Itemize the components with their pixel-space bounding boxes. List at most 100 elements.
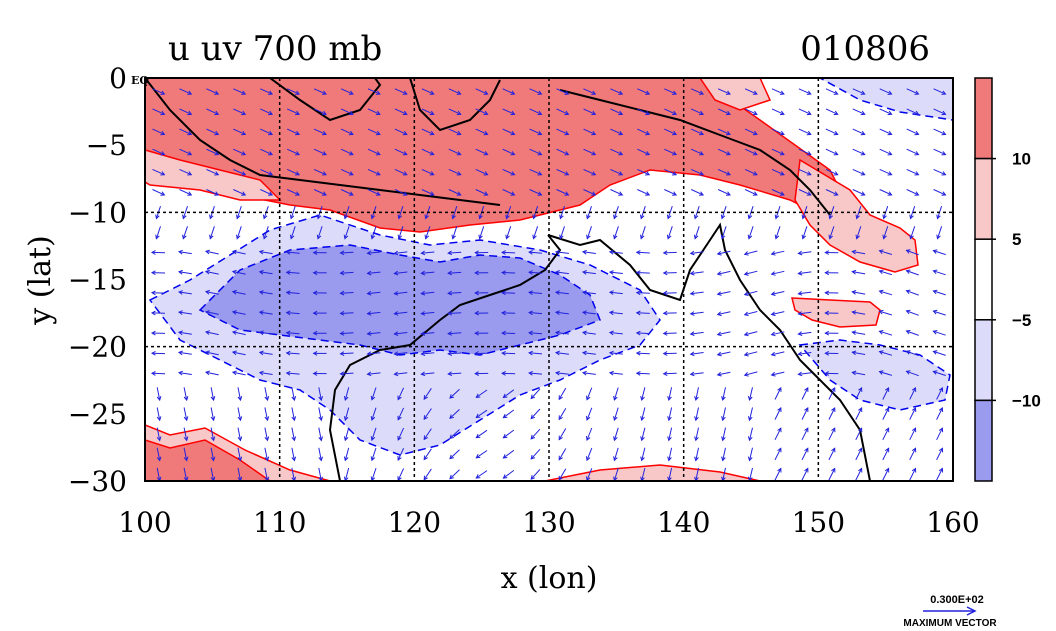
wind-vector-head <box>885 407 890 413</box>
wind-vector-head <box>828 234 834 240</box>
wind-vector-head <box>502 433 508 439</box>
wind-vector-head <box>295 151 301 156</box>
wind-vector-head <box>831 407 836 413</box>
wind-vector-head <box>295 191 301 196</box>
wind-vector-head <box>936 234 941 240</box>
wind-vector-head <box>716 271 722 276</box>
wind-vector-head <box>716 251 722 256</box>
wind-vector-head <box>204 249 210 255</box>
wind-vector-head <box>833 171 839 176</box>
wind-vector <box>371 447 377 461</box>
wind-vector-head <box>291 456 297 462</box>
wind-vector-head <box>483 110 489 116</box>
wind-vector-head <box>554 310 560 316</box>
wind-vector-head <box>618 90 624 95</box>
wind-vector <box>610 88 623 95</box>
wind-vector-head <box>770 331 776 337</box>
wind-vector-head <box>689 331 695 336</box>
wind-vector-head <box>321 191 327 196</box>
wind-vector <box>906 168 919 176</box>
wind-vector-head <box>501 350 506 356</box>
wind-vector-head <box>150 330 156 336</box>
wind-vector <box>852 351 866 355</box>
wind-vector <box>852 271 866 275</box>
wind-vector-head <box>699 90 705 95</box>
positive-fringe-ne <box>699 78 772 111</box>
wind-vector <box>690 168 704 176</box>
wind-vector-head <box>505 234 510 240</box>
wind-vector-head <box>613 456 618 462</box>
wind-vector <box>367 108 381 115</box>
wind-vector <box>152 148 165 156</box>
wind-vector-head <box>887 110 893 116</box>
wind-vector-head <box>833 191 839 196</box>
wind-vector-head <box>285 270 291 275</box>
wind-vector <box>260 128 273 135</box>
wind-vector-head <box>613 234 618 240</box>
wind-vector-head <box>321 130 327 136</box>
wind-vector <box>933 148 946 156</box>
wind-vector <box>690 331 704 335</box>
wind-vector-head <box>932 370 938 375</box>
wind-vector <box>558 448 567 460</box>
wind-vector <box>367 251 381 254</box>
wind-vector-head <box>339 270 345 276</box>
wind-vector <box>774 448 782 461</box>
wind-vector <box>829 226 835 239</box>
wind-vector <box>828 407 836 420</box>
wind-vector <box>421 271 435 274</box>
wind-vector-head <box>581 370 587 376</box>
wind-vector <box>236 226 242 239</box>
wind-vector <box>313 108 327 115</box>
wind-vector-head <box>393 311 399 316</box>
wind-vector <box>529 128 542 135</box>
wind-vector <box>664 168 677 176</box>
wind-vector-head <box>878 289 884 295</box>
positive-fringe-north <box>145 149 282 201</box>
wind-vector <box>232 371 246 376</box>
x-axis-ticks: 100 110 120 130 140 150 160 <box>118 506 979 539</box>
wind-vector-head <box>456 110 462 116</box>
wind-vector <box>609 251 623 254</box>
wind-vector-head <box>752 110 758 116</box>
wind-vector <box>205 250 219 255</box>
wind-vector <box>476 389 488 398</box>
wind-vector-head <box>505 214 510 220</box>
wind-vector-head <box>914 191 920 196</box>
wind-vector-head <box>806 171 812 176</box>
wind-vector <box>291 467 295 481</box>
wind-vector <box>340 292 354 294</box>
wind-vector <box>556 108 569 115</box>
wind-vector-head <box>699 151 705 156</box>
wind-vector-head <box>429 110 435 116</box>
wind-vector-head <box>483 171 489 176</box>
wind-vector <box>744 108 758 115</box>
wind-vector-head <box>662 290 668 296</box>
wind-vector <box>232 331 246 336</box>
wind-vector <box>449 429 460 439</box>
wind-vector-head <box>530 434 536 440</box>
wind-vector-head <box>640 416 645 422</box>
wind-vector-head <box>779 171 785 176</box>
wind-vector-head <box>528 270 533 275</box>
wind-vector <box>449 449 460 459</box>
wind-vector <box>798 88 812 95</box>
wind-vector <box>394 108 408 115</box>
wind-vector <box>529 251 543 254</box>
wind-vector-head <box>343 436 349 442</box>
wind-vector-head <box>474 270 479 276</box>
wind-vector <box>933 168 946 176</box>
wind-vector <box>636 272 650 274</box>
wind-vector-head <box>420 290 426 296</box>
wind-vector-head <box>285 310 291 316</box>
wind-vector <box>637 108 650 115</box>
wind-vector <box>179 88 192 95</box>
wind-vector-head <box>366 250 372 256</box>
wind-vector-head <box>366 351 372 357</box>
wind-vector <box>801 387 809 400</box>
wind-vector <box>798 108 812 115</box>
wind-vector-head <box>721 416 726 422</box>
wind-vector <box>152 168 165 176</box>
wind-vector-head <box>231 289 237 295</box>
wind-vector-head <box>156 416 162 422</box>
